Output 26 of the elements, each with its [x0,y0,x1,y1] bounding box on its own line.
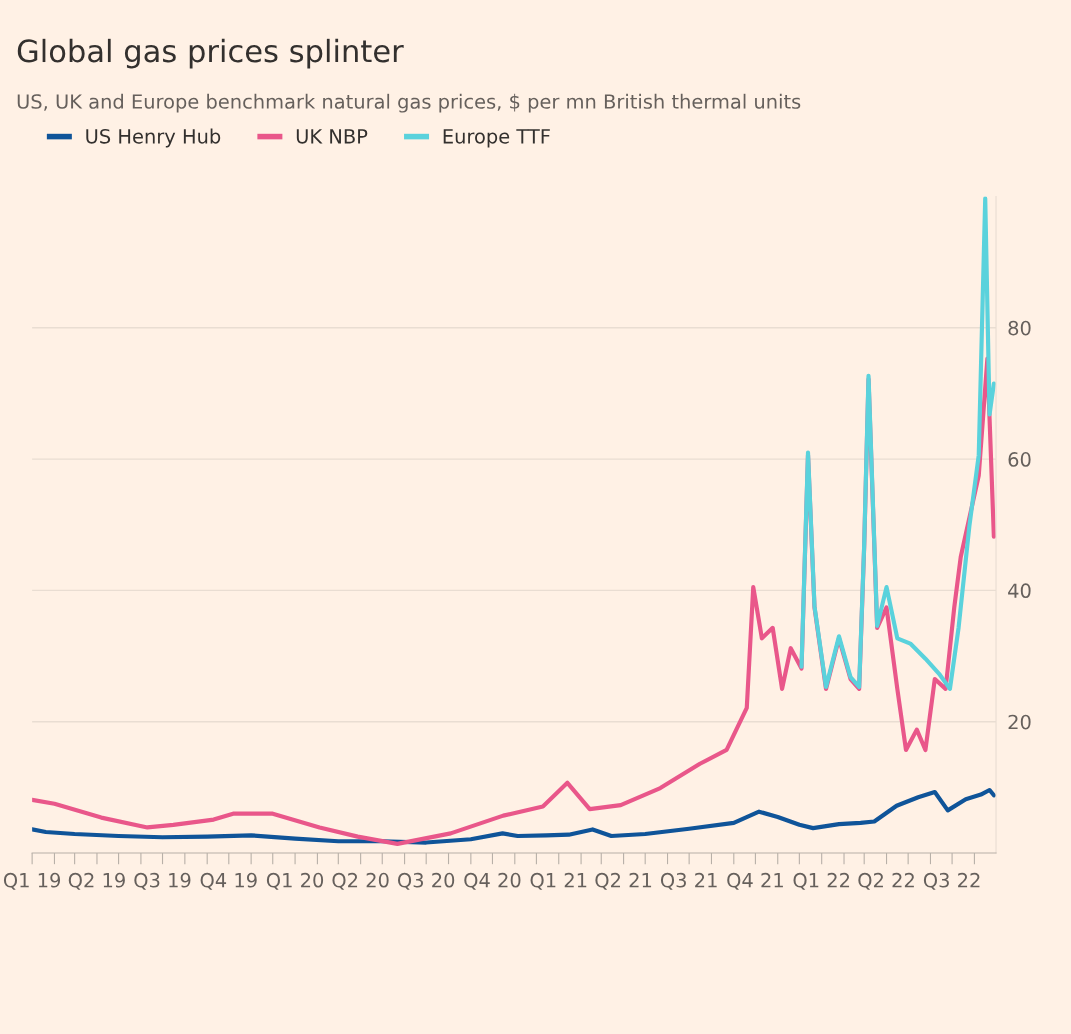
chart-title: Global gas prices splinter [17,38,404,69]
legend-label: UK NBP [296,129,368,144]
x-tick-label: Q4 19 [200,872,257,890]
x-tick-label: Q1 19 [3,872,61,890]
x-tick-label: Q3 20 [397,872,455,890]
legend-label: Europe TTF [443,129,550,148]
x-tick-label: Q2 21 [595,872,652,890]
x-tick-label: Q3 22 [923,872,980,890]
x-tick-label: Q3 21 [660,872,717,890]
legend-label: US Henry Hub [86,128,221,148]
chart-subtitle: US, UK and Europe benchmark natural gas prices, $ per mn British thermal units [17,93,801,113]
x-tick-label: Q1 20 [266,872,324,890]
x-tick-label: Q2 22 [858,872,914,890]
x-tick-label: Q4 20 [464,872,521,890]
x-tick-label: Q2 19 [68,872,125,890]
y-tick-label: 60 [1008,452,1031,467]
x-tick-label: Q4 21 [727,872,783,890]
x-tick-label: Q2 20 [332,872,389,890]
y-tick-label: 40 [1008,583,1031,599]
x-tick-label: Q3 19 [134,872,191,890]
y-tick-label: 20 [1008,714,1031,730]
x-tick-label: Q1 21 [530,872,587,890]
line-series [799,196,996,691]
y-tick-label: 80 [1008,320,1031,336]
line-series [32,787,996,845]
x-tick-label: Q1 22 [793,872,850,890]
